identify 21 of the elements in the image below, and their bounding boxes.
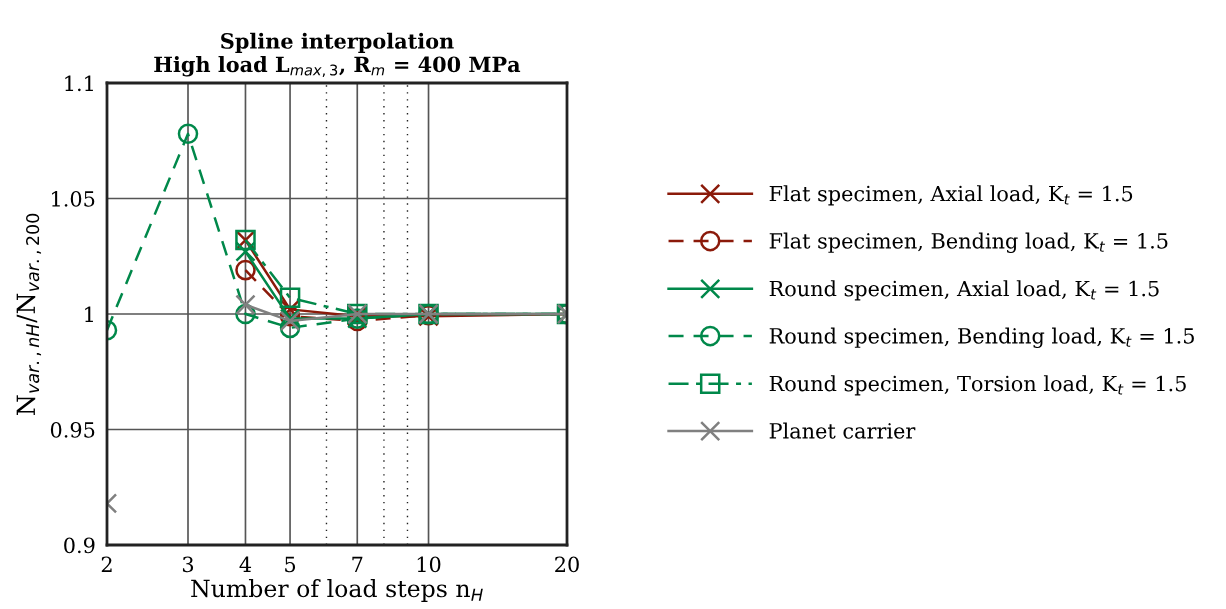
x-tick-label: 20 <box>555 556 579 573</box>
legend-label: Flat specimen, Bending load, K$_{t}$ = 1.5 <box>769 232 1168 254</box>
legend-label: Round specimen, Axial load, K$_{t}$ = 1.5 <box>769 280 1159 301</box>
x-axis-title: Number of load steps n$_{H}$ <box>191 579 483 602</box>
y-tick-label: 1 <box>85 306 93 322</box>
x-tick-label: 2 <box>101 556 112 572</box>
chart-title: Spline interpolation High load L$_{max,3}$, R$_{m}$ = 400 MPa <box>154 32 521 77</box>
x-tick-label: 5 <box>285 556 296 573</box>
x-tick-label: 3 <box>182 556 194 573</box>
y-tick-label: 0.9 <box>64 537 95 554</box>
legend-label: Round specimen, Bending load, K$_{t}$ = 1.5 <box>769 327 1194 349</box>
x-tick-label: 10 <box>417 556 441 573</box>
legend-label: Flat specimen, Axial load, K$_{t}$ = 1.5 <box>769 185 1133 206</box>
y-tick-label: 0.95 <box>50 421 95 438</box>
y-tick-label: 1.05 <box>52 190 95 207</box>
legend-label: Round specimen, Torsion load, K$_{t}$ = 1.5 <box>769 375 1186 396</box>
x-tick-label: 4 <box>239 556 252 572</box>
x-tick-label: 7 <box>352 556 363 572</box>
y-tick-label: 1.1 <box>65 75 93 92</box>
y-axis-title: N$_{var.,nH}$/N$_{var.,200}$ <box>16 213 42 415</box>
legend-label: Planet carrier <box>769 422 916 439</box>
